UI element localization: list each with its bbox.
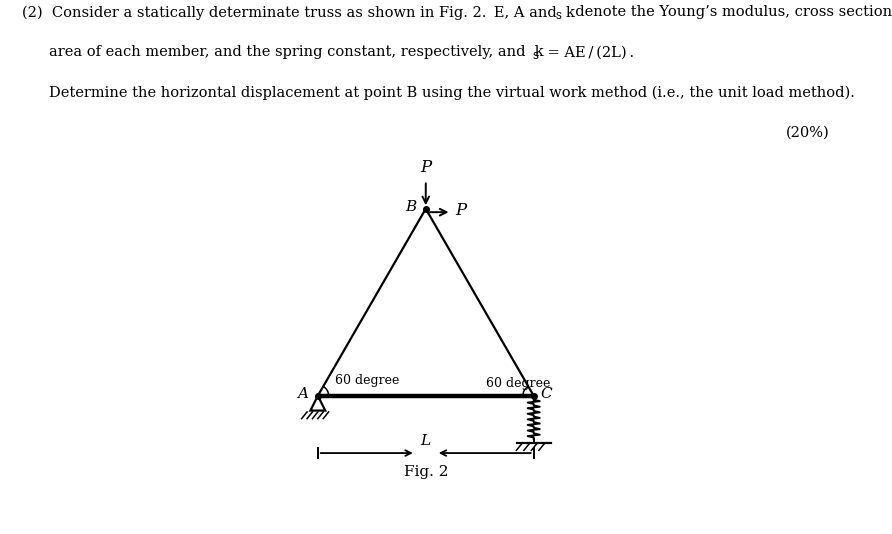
Text: L: L: [421, 434, 431, 449]
Text: A: A: [297, 387, 309, 400]
Text: Determine the horizontal displacement at point B using the virtual work method (: Determine the horizontal displacement at…: [49, 85, 855, 100]
Text: 60 degree: 60 degree: [486, 377, 551, 390]
Text: s: s: [533, 49, 539, 62]
Text: area of each member, and the spring constant, respectively, and  k: area of each member, and the spring cons…: [49, 45, 544, 59]
Text: (2)  Consider a statically determinate truss as shown in Fig. 2.  E, A and  k: (2) Consider a statically determinate tr…: [22, 5, 575, 20]
Text: s: s: [556, 9, 562, 22]
Text: P: P: [420, 160, 432, 176]
Text: (20%): (20%): [786, 125, 830, 139]
Text: P: P: [456, 202, 467, 218]
Text: C: C: [541, 387, 552, 400]
Text: B: B: [405, 200, 417, 215]
Text: 60 degree: 60 degree: [335, 374, 400, 387]
Text: Fig. 2: Fig. 2: [403, 465, 448, 479]
Text: = AE / (2L) .: = AE / (2L) .: [543, 45, 634, 59]
Text: denote the Young’s modulus, cross section: denote the Young’s modulus, cross sectio…: [566, 5, 892, 19]
